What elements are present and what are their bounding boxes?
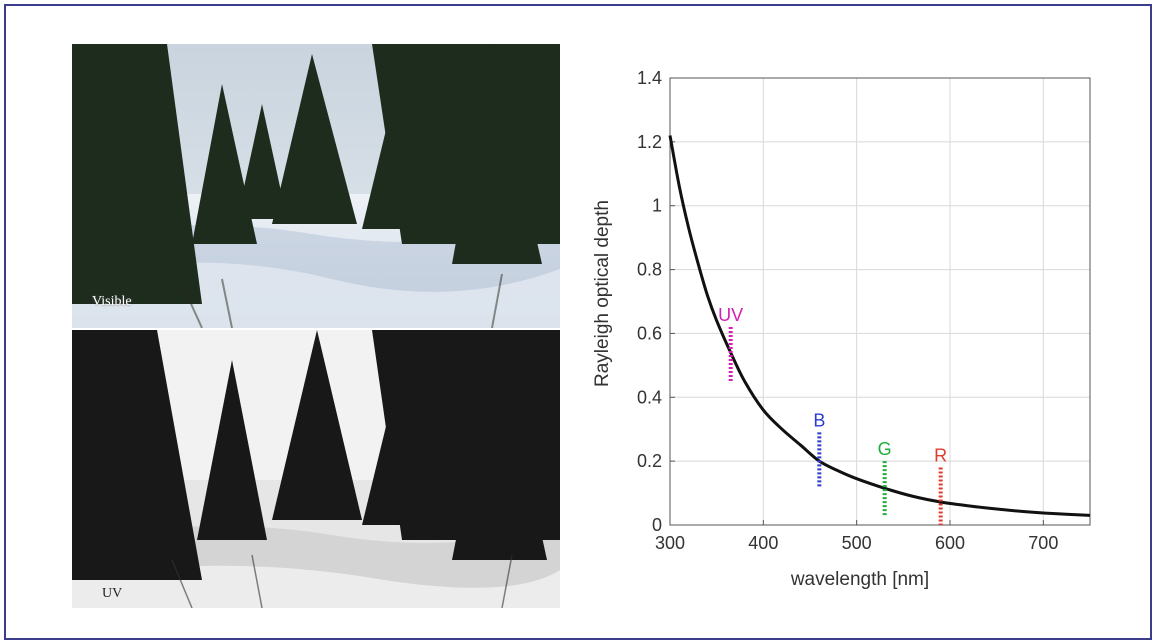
plot-border [669, 77, 1091, 526]
y-tick-label-1: 0.2 [637, 451, 662, 471]
x-tick-label-4: 700 [1028, 533, 1058, 553]
x-tick-label-3: 600 [935, 533, 965, 553]
uv-forest-image [72, 330, 560, 608]
uv-photo-label: UV [102, 586, 123, 601]
band-label-r: R [934, 446, 947, 466]
plot-area [670, 78, 1090, 525]
band-label-uv: UV [718, 305, 743, 325]
band-label-g: G [878, 439, 892, 459]
y-tick-label-7: 1.4 [637, 68, 662, 88]
y-tick-label-3: 0.6 [637, 323, 662, 343]
y-tick-label-2: 0.4 [637, 387, 662, 407]
y-tick-label-5: 1 [652, 196, 662, 216]
x-tick-label-0: 300 [655, 533, 685, 553]
y-tick-label-4: 0.8 [637, 260, 662, 280]
band-label-b: B [813, 410, 825, 430]
rayleigh-curve [668, 135, 1091, 517]
chart-svg: 300 400 500 600 700 0 0.2 0.4 0.6 0.8 1 1.2 1.4 wavel… [592, 68, 1091, 590]
visible-photo-label: Visible [92, 294, 132, 309]
x-tick-label-2: 500 [842, 533, 872, 553]
y-tick-label-0: 0 [652, 515, 662, 535]
rayleigh-chart: 300 400 500 600 700 0 0.2 0.4 0.6 0.8 1 1.2 1.4 wavel… [580, 50, 1110, 610]
visible-photo: Visible [72, 44, 560, 328]
x-tick-label-1: 400 [748, 533, 778, 553]
x-axis-label: wavelength [nm] [790, 569, 929, 590]
y-tick-label-6: 1.2 [637, 132, 662, 152]
uv-photo: UV [72, 330, 560, 608]
y-axis-label: Rayleigh optical depth [592, 200, 613, 387]
visible-forest-image [72, 44, 560, 328]
